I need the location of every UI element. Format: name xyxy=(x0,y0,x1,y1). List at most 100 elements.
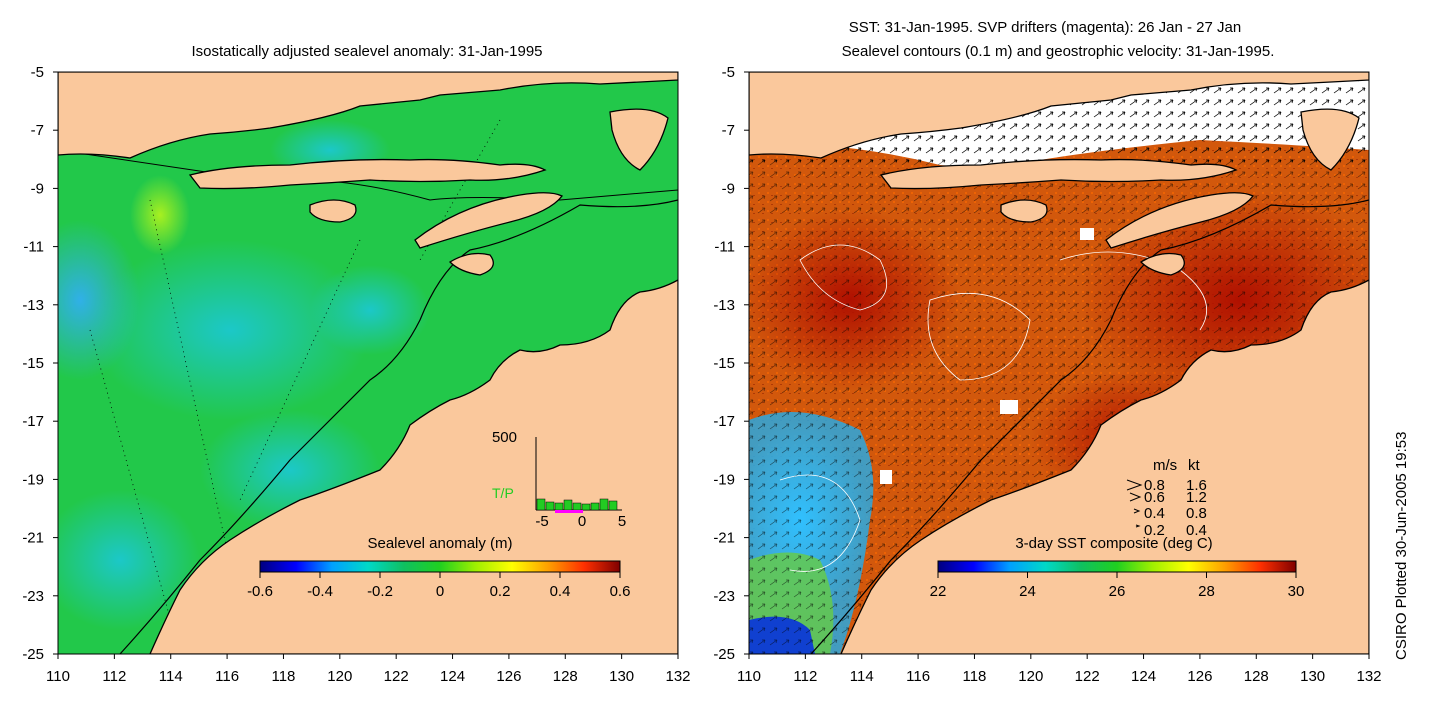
colorbar-tick-label: 0.2 xyxy=(490,583,511,600)
right-sealevel-contour xyxy=(927,292,1031,381)
velocity-legend-kt: 1.2 xyxy=(1186,489,1207,506)
velocity-legend: m/s kt 0.8 1.6 0.6 1.2 0.4 0.8 0.2 0.4 xyxy=(1126,457,1207,539)
left-panel-title: Isostatically adjusted sealevel anomaly:… xyxy=(191,43,542,60)
inset-bar xyxy=(554,502,564,511)
velocity-legend-kt: 0.8 xyxy=(1186,505,1207,522)
right-colorbar-ramp xyxy=(937,560,1297,573)
velocity-legend-arrow xyxy=(1135,524,1141,528)
lat-tick-label: -13 xyxy=(713,297,735,314)
lat-tick-label: -25 xyxy=(22,646,44,663)
inset-bar xyxy=(563,499,573,511)
inset-xtick: 5 xyxy=(618,513,626,530)
lat-tick-label: -9 xyxy=(722,180,735,197)
right-cloud-patch xyxy=(880,470,892,484)
lon-tick-label: 120 xyxy=(1018,668,1043,685)
lon-tick-label: 122 xyxy=(384,668,409,685)
lon-tick-label: 126 xyxy=(496,668,521,685)
left-sumba-island xyxy=(309,199,357,223)
lat-tick-label: -21 xyxy=(22,530,44,547)
velocity-legend-kt: 1.6 xyxy=(1186,477,1207,494)
lon-tick-label: 114 xyxy=(850,668,874,685)
inset-bar xyxy=(581,503,591,511)
colorbar-tick-label: -0.6 xyxy=(247,583,273,600)
left-track-1 xyxy=(89,329,181,654)
lon-tick-label: 118 xyxy=(962,668,986,685)
right-east-island xyxy=(1300,108,1360,171)
right-map-area xyxy=(749,72,1369,654)
lat-tick-label: -17 xyxy=(713,413,735,430)
colorbar-tick-label: 26 xyxy=(1109,583,1126,600)
inset-bar xyxy=(608,500,618,511)
inset-bar xyxy=(572,502,582,511)
left-gulf-land xyxy=(448,252,494,276)
lat-tick-label: -15 xyxy=(713,355,735,372)
lat-tick-label: -19 xyxy=(713,471,735,488)
lon-tick-label: 112 xyxy=(102,668,126,685)
lon-tick-label: 132 xyxy=(665,668,690,685)
lat-tick-label: -25 xyxy=(713,646,735,663)
right-colorbar-label: 3-day SST composite (deg C) xyxy=(1015,535,1212,552)
lon-tick-label: 124 xyxy=(440,668,465,685)
right-sealevel-contour xyxy=(779,474,861,572)
lat-tick-label: -21 xyxy=(713,530,735,547)
left-anomaly-cyan-east xyxy=(310,265,430,355)
left-anomaly-cyan-mid xyxy=(90,240,370,420)
right-timor-island xyxy=(1105,192,1254,249)
left-track-4 xyxy=(419,119,501,261)
lat-tick-label: -15 xyxy=(22,355,44,372)
inset-bar xyxy=(590,502,600,511)
lat-tick-label: -19 xyxy=(22,471,44,488)
inset-bar xyxy=(599,498,609,511)
lat-tick-label: -5 xyxy=(31,64,44,81)
colorbar-tick-label: 0.6 xyxy=(610,583,631,600)
left-anomaly-cyan-sw xyxy=(58,490,200,630)
velocity-legend-arrow xyxy=(1133,508,1141,514)
velocity-legend-header-ms: m/s xyxy=(1153,457,1177,474)
right-gulf-land xyxy=(1139,252,1185,276)
lat-tick-label: -17 xyxy=(22,413,44,430)
lon-tick-label: 122 xyxy=(1075,668,1100,685)
inset-ymax-label: 500 xyxy=(492,429,517,446)
left-east-island xyxy=(609,108,669,171)
velocity-legend-header-kt: kt xyxy=(1188,457,1201,474)
velocity-legend-ms: 0.6 xyxy=(1144,489,1165,506)
velocity-legend-ms: 0.4 xyxy=(1144,505,1165,522)
lon-tick-label: 128 xyxy=(1244,668,1269,685)
lat-tick-label: -9 xyxy=(31,180,44,197)
lat-tick-label: -13 xyxy=(22,297,44,314)
left-colorbar-ticks: -0.6 -0.4 -0.2 0 0.2 0.4 0.6 xyxy=(247,572,630,600)
inset-series-label: T/P xyxy=(492,485,514,501)
lon-tick-label: 116 xyxy=(906,668,930,685)
lat-tick-label: -5 xyxy=(722,64,735,81)
plot-credit: CSIRO Plotted 30-Jun-2005 19:53 xyxy=(1393,431,1410,660)
lon-tick-label: 110 xyxy=(46,668,70,685)
left-colorbar-label: Sealevel anomaly (m) xyxy=(367,535,512,552)
velocity-legend-arrow xyxy=(1126,479,1143,491)
right-panel-title-line1: SST: 31-Jan-1995. SVP drifters (magenta)… xyxy=(849,19,1241,36)
right-north-land xyxy=(749,72,1369,159)
lat-tick-label: -7 xyxy=(722,122,735,139)
right-sealevel-contour xyxy=(799,244,888,311)
lon-tick-label: 112 xyxy=(793,668,817,685)
colorbar-tick-label: 24 xyxy=(1019,583,1036,600)
lon-tick-label: 124 xyxy=(1131,668,1156,685)
tp-inset: 500 T/P -5 0 5 xyxy=(492,429,626,530)
velocity-legend-ms: 0.8 xyxy=(1144,477,1165,494)
right-depth-contour xyxy=(810,199,1369,654)
colorbar-tick-label: -0.4 xyxy=(307,583,333,600)
right-lon-axis: 110 112 114 116 118 120 122 124 126 128 130 132 xyxy=(737,654,1382,685)
colorbar-tick-label: 0 xyxy=(436,583,444,600)
lon-tick-label: 114 xyxy=(159,668,183,685)
left-lat-axis: -5 -7 -9 -11 -13 -15 -17 -19 -21 -23 -25 xyxy=(22,64,58,663)
colorbar-tick-label: -0.2 xyxy=(367,583,393,600)
right-map-panel: SST: 31-Jan-1995. SVP drifters (magenta)… xyxy=(713,19,1382,685)
lon-tick-label: 116 xyxy=(215,668,239,685)
right-cloud-patch xyxy=(1080,228,1094,240)
lat-tick-label: -7 xyxy=(31,122,44,139)
left-map-panel: Isostatically adjusted sealevel anomaly:… xyxy=(22,43,690,685)
left-shelf-contour xyxy=(58,149,678,201)
inset-bar xyxy=(545,501,555,511)
lon-tick-label: 118 xyxy=(271,668,295,685)
right-sumba-island xyxy=(1000,199,1048,223)
